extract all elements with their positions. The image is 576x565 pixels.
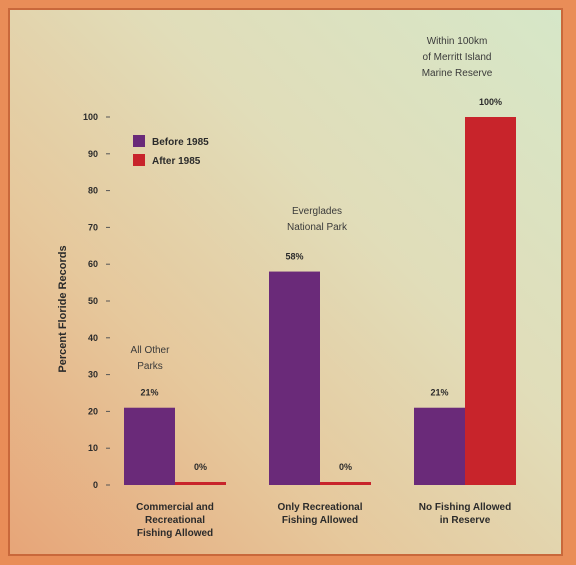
- y-tick-label: 40: [88, 333, 98, 343]
- y-tick-label: 100: [83, 112, 98, 122]
- category-label: Commercial and: [136, 502, 214, 513]
- data-label: 21%: [140, 388, 158, 398]
- y-tick-label: 30: [88, 370, 98, 380]
- category-label: Recreational: [145, 515, 205, 526]
- category-label: No Fishing Allowed: [419, 502, 511, 513]
- bar-before-2: [414, 407, 465, 485]
- bar-chart: 0 10 20 30 40 50 60 70 80 90 100 Percent Floride Re…: [57, 36, 516, 539]
- data-label: 58%: [285, 252, 303, 262]
- y-tick-label: 20: [88, 406, 98, 416]
- bar-before-1: [269, 271, 320, 485]
- chart-frame: 0 10 20 30 40 50 60 70 80 90 100 Percent Floride Re…: [8, 8, 563, 556]
- data-label: 0%: [339, 462, 352, 472]
- y-axis-label: Percent Floride Records: [57, 245, 69, 372]
- bar-before-0: [124, 407, 175, 485]
- legend-swatch: [133, 154, 145, 166]
- annotation-text: Marine Reserve: [422, 68, 493, 79]
- y-tick-label: 0: [93, 480, 98, 490]
- category-label: in Reserve: [440, 515, 491, 526]
- y-tick-label: 70: [88, 222, 98, 232]
- y-tick-label: 60: [88, 259, 98, 269]
- y-tick-label: 10: [88, 443, 98, 453]
- bar-after-2: [465, 117, 516, 485]
- category-label: Fishing Allowed: [137, 528, 213, 539]
- legend-label: Before 1985: [152, 137, 209, 148]
- data-label: 100%: [479, 97, 502, 107]
- annotation-text: Parks: [137, 361, 163, 372]
- bar-after-0: [175, 482, 226, 485]
- annotation-text: National Park: [287, 222, 348, 233]
- category-label: Only Recreational: [277, 502, 362, 513]
- annotation-text: of Merritt Island: [423, 52, 492, 63]
- annotation-text: Within 100km: [427, 36, 488, 47]
- y-tick-label: 80: [88, 186, 98, 196]
- bar-after-1: [320, 482, 371, 485]
- y-tick-label: 50: [88, 296, 98, 306]
- annotation-text: All Other: [131, 345, 171, 356]
- y-tick-label: 90: [88, 149, 98, 159]
- annotation-text: Everglades: [292, 206, 342, 217]
- data-label: 0%: [194, 462, 207, 472]
- legend-label: After 1985: [152, 156, 201, 167]
- legend-swatch: [133, 135, 145, 147]
- data-label: 21%: [430, 388, 448, 398]
- category-label: Fishing Allowed: [282, 515, 358, 526]
